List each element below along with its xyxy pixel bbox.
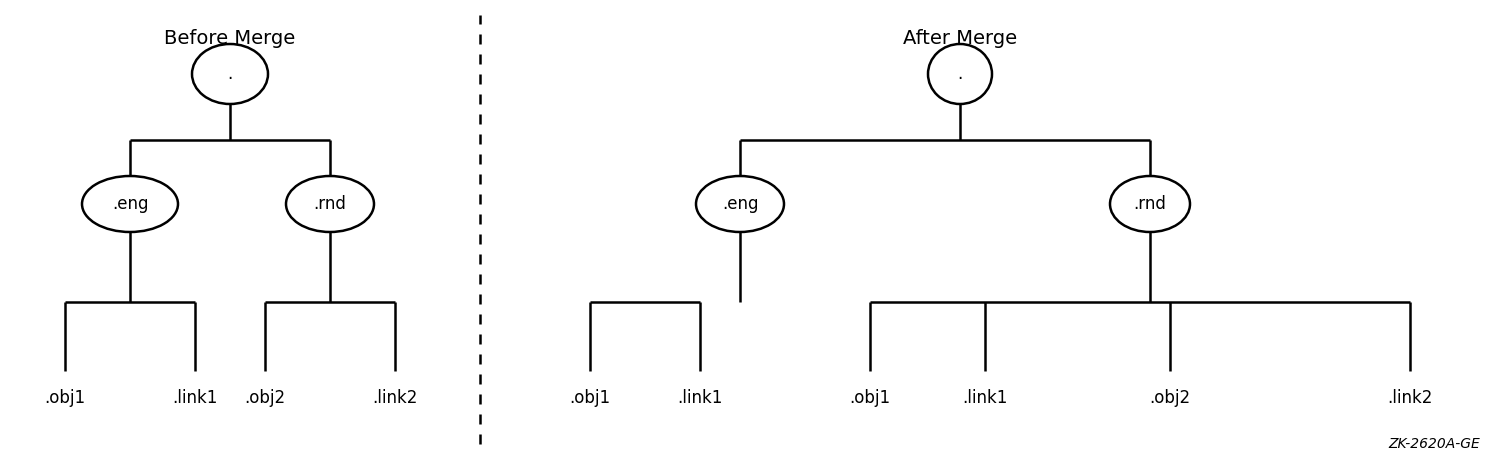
Text: .eng: .eng <box>721 195 758 213</box>
Text: .obj1: .obj1 <box>45 389 85 407</box>
Ellipse shape <box>928 44 992 104</box>
Text: .link2: .link2 <box>1387 389 1433 407</box>
Ellipse shape <box>1110 176 1191 232</box>
Text: .link1: .link1 <box>963 389 1007 407</box>
Text: .: . <box>958 65 963 83</box>
Ellipse shape <box>82 176 177 232</box>
Text: .obj2: .obj2 <box>1149 389 1191 407</box>
Text: .eng: .eng <box>112 195 148 213</box>
Text: After Merge: After Merge <box>903 29 1018 48</box>
Text: Before Merge: Before Merge <box>164 29 295 48</box>
Text: .link2: .link2 <box>372 389 417 407</box>
Ellipse shape <box>286 176 374 232</box>
Text: ZK-2620A-GE: ZK-2620A-GE <box>1389 437 1480 451</box>
Text: .: . <box>228 65 232 83</box>
Ellipse shape <box>192 44 268 104</box>
Text: .rnd: .rnd <box>1134 195 1167 213</box>
Ellipse shape <box>696 176 784 232</box>
Text: .obj1: .obj1 <box>849 389 891 407</box>
Text: .obj2: .obj2 <box>244 389 286 407</box>
Text: .obj1: .obj1 <box>569 389 611 407</box>
Text: .link1: .link1 <box>173 389 218 407</box>
Text: .link1: .link1 <box>678 389 723 407</box>
Text: .rnd: .rnd <box>313 195 347 213</box>
